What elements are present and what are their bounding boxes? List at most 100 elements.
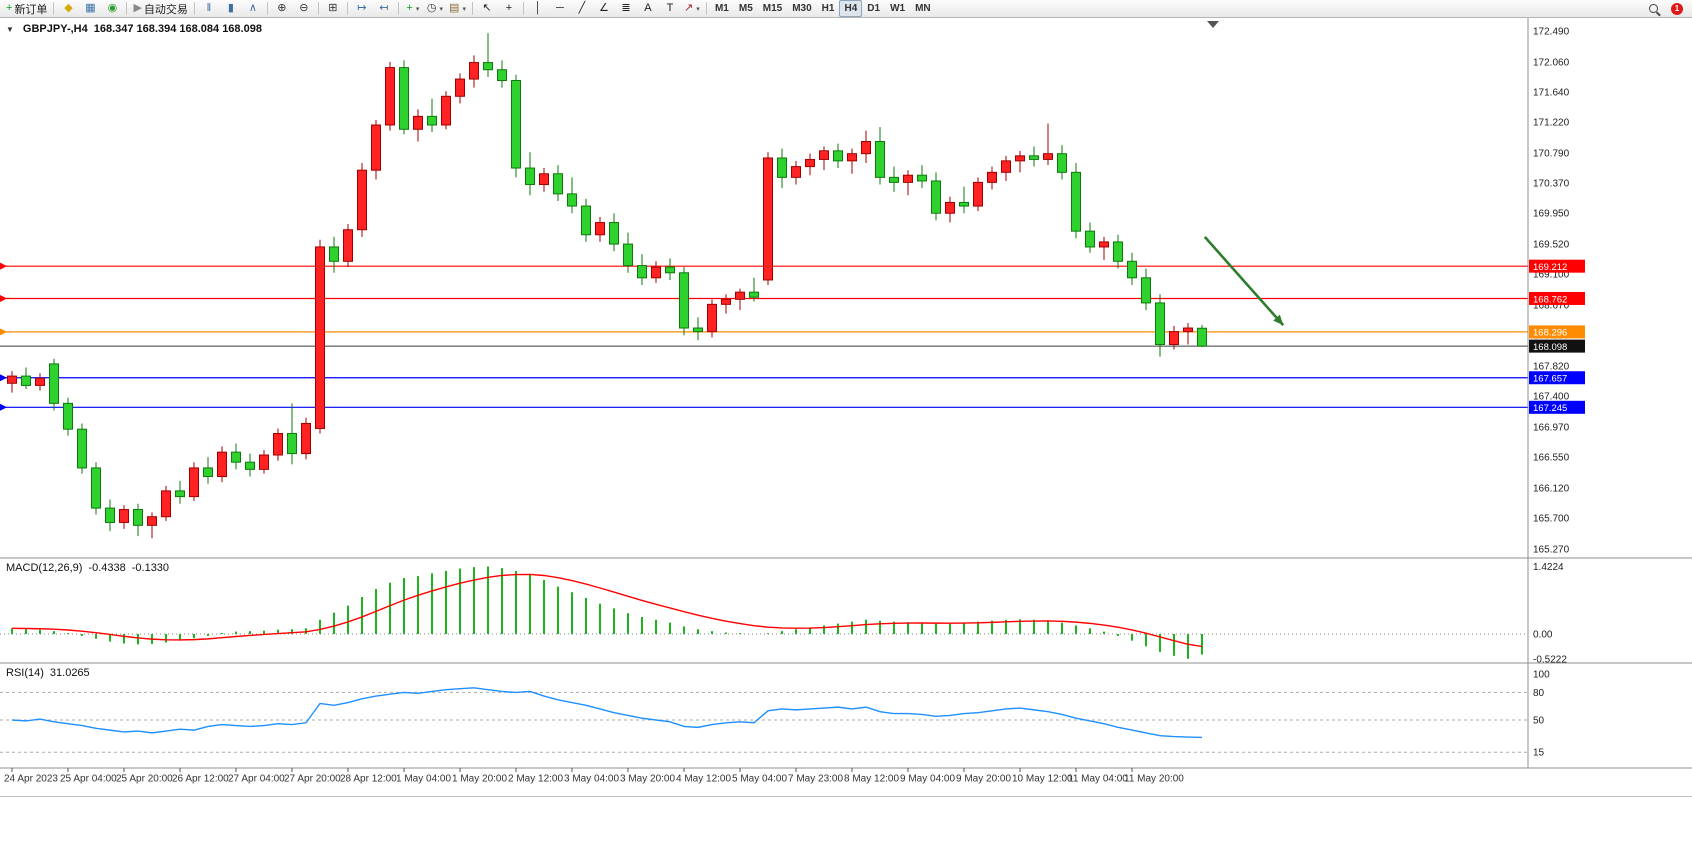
rsi-tick-label: 100 bbox=[1533, 670, 1550, 681]
dropdown-caret-icon: ▾ bbox=[415, 5, 420, 13]
time-tick-label: 11 May 04:00 bbox=[1068, 774, 1128, 785]
candle-body bbox=[917, 174, 927, 182]
candle-body bbox=[1169, 331, 1179, 346]
candle-body bbox=[203, 467, 213, 478]
refresh-icon: ◉ bbox=[107, 2, 118, 14]
periods-icon[interactable]: ◷ ▾ bbox=[424, 0, 446, 17]
candle-body bbox=[847, 153, 857, 162]
candle-body bbox=[1085, 230, 1095, 248]
candle-body bbox=[707, 303, 717, 333]
candle-body bbox=[1071, 171, 1081, 232]
price-tag-168.762-text: 168.762 bbox=[1533, 294, 1567, 305]
timeframe-h1-button[interactable]: H1 bbox=[821, 3, 835, 14]
search-icon[interactable] bbox=[1642, 0, 1664, 17]
tile-windows-icon[interactable]: ⊞ bbox=[322, 0, 344, 17]
vertical-line-icon[interactable]: │ bbox=[527, 0, 549, 17]
toolbar-right-area: 1 bbox=[1642, 0, 1689, 17]
candle-body bbox=[21, 375, 31, 386]
timeframe-m30-button[interactable]: M30 bbox=[792, 3, 812, 14]
candlestick-chart-icon[interactable]: ▮ bbox=[220, 0, 242, 17]
timeframe-m15-button[interactable]: M15 bbox=[762, 3, 783, 14]
candle-body bbox=[735, 291, 745, 300]
new-order-button[interactable]: + 新订单 bbox=[3, 0, 50, 17]
time-tick-label: 25 Apr 04:00 bbox=[60, 774, 117, 785]
profiles-icon: ▦ bbox=[85, 2, 96, 14]
candle-body bbox=[945, 201, 955, 214]
candle-body bbox=[189, 467, 199, 498]
periods-icon: ◷ bbox=[426, 2, 437, 14]
timeframe-mn-button[interactable]: MN bbox=[915, 3, 931, 14]
time-tick-label: 2 May 12:00 bbox=[508, 774, 563, 785]
time-tick-label: 4 May 12:00 bbox=[676, 774, 731, 785]
fibonacci-icon[interactable]: ≣ bbox=[615, 0, 637, 17]
chart-shift-icon: ↤ bbox=[379, 2, 389, 14]
time-axis[interactable]: 24 Apr 2023 25 Apr 04:00 25 Apr 20:00 26 Ap… bbox=[4, 768, 1184, 785]
crosshair-icon[interactable]: + bbox=[498, 0, 520, 17]
time-tick-label: 1 May 04:00 bbox=[396, 774, 451, 785]
timeframe-m5-button[interactable]: M5 bbox=[738, 3, 753, 14]
notification-badge[interactable]: 1 bbox=[1671, 2, 1683, 15]
text-icon[interactable]: A bbox=[637, 0, 659, 17]
chart-shift-icon[interactable]: ↤ bbox=[373, 0, 395, 17]
rsi-pane bbox=[0, 687, 1528, 753]
candle-body bbox=[973, 181, 983, 207]
main-toolbar: + 新订单 ◆ ▦ ◉ ▶ 自动交易 ǁ ▮ ∧ ⊕ ⊖ ⊞ ↦ ↤ + ▾ ◷ ▾ ▤ ▾ ↖ + │ ─ ╱ ∠ ≣ A T ↗ ▾ M1 M… bbox=[0, 0, 1692, 18]
price-tag-167.657 bbox=[1529, 371, 1585, 385]
time-tick-label: 25 Apr 20:00 bbox=[116, 774, 173, 785]
candle-body bbox=[1127, 260, 1137, 279]
candle-body bbox=[441, 95, 451, 126]
current-price-tag bbox=[1529, 339, 1585, 353]
candle-body bbox=[987, 171, 997, 183]
channel-icon: ∠ bbox=[599, 2, 609, 14]
price-axis[interactable]: 172.490 172.060 171.640 171.220 170.790 170.3… bbox=[1533, 27, 1570, 556]
candle-body bbox=[35, 377, 45, 386]
arrow-annotation[interactable] bbox=[1203, 236, 1285, 327]
toolbar-separator bbox=[397, 2, 399, 15]
cursor-icon[interactable]: ↖ bbox=[476, 0, 498, 17]
price-tag-167.245 bbox=[1529, 400, 1585, 414]
timeframe-m1-button[interactable]: M1 bbox=[714, 3, 729, 14]
chart-shift-marker[interactable] bbox=[1207, 21, 1219, 28]
zoom-in-icon[interactable]: ⊕ bbox=[271, 0, 293, 17]
refresh-icon[interactable]: ◉ bbox=[101, 0, 123, 17]
zoom-out-icon[interactable]: ⊖ bbox=[293, 0, 315, 17]
timeframe-d1-button[interactable]: D1 bbox=[867, 3, 881, 14]
macd-tick-label: 0.00 bbox=[1533, 630, 1553, 641]
price-tick-label: 166.970 bbox=[1533, 423, 1570, 434]
candle-body bbox=[903, 174, 913, 183]
price-tick-label: 167.400 bbox=[1533, 392, 1570, 403]
candle-body bbox=[1001, 160, 1011, 173]
candle-body bbox=[49, 363, 59, 404]
bar-chart-icon[interactable]: ǁ bbox=[198, 0, 220, 17]
candle-body bbox=[1197, 327, 1207, 347]
timeframe-w1-button[interactable]: W1 bbox=[890, 3, 906, 14]
toolbar-separator bbox=[317, 2, 319, 15]
arrow-annotation-head bbox=[1273, 314, 1284, 326]
text-label-icon[interactable]: T bbox=[659, 0, 681, 17]
candle-body bbox=[539, 173, 549, 186]
time-tick-label: 7 May 23:00 bbox=[788, 774, 843, 785]
candle-body bbox=[371, 124, 381, 171]
timeframe-h4-button[interactable]: H4 bbox=[839, 0, 863, 17]
indicators-icon[interactable]: + ▾ bbox=[402, 0, 424, 17]
toolbar-separator bbox=[193, 2, 195, 15]
profiles-icon[interactable]: ▦ bbox=[79, 0, 101, 17]
hline-left-marker bbox=[0, 403, 7, 411]
trendline-icon[interactable]: ╱ bbox=[571, 0, 593, 17]
auto-scroll-icon[interactable]: ↦ bbox=[351, 0, 373, 17]
line-chart-icon[interactable]: ∧ bbox=[242, 0, 264, 17]
auto-trading-button[interactable]: ▶ 自动交易 bbox=[130, 0, 190, 17]
chart-canvas[interactable]: 172.490 172.060 171.640 171.220 170.790 170.3… bbox=[0, 18, 1692, 793]
chart-window: ▼ GBPJPY-,H4 168.347 168.394 168.084 168… bbox=[0, 18, 1692, 797]
dropdown-caret-icon: ▾ bbox=[462, 5, 466, 13]
quotes-icon: ◆ bbox=[64, 2, 73, 14]
candle-body bbox=[693, 327, 703, 333]
channel-icon[interactable]: ∠ bbox=[593, 0, 615, 17]
rsi-tick-label: 80 bbox=[1533, 688, 1545, 699]
arrows-icon[interactable]: ↗ ▾ bbox=[681, 0, 703, 17]
macd-signal-line bbox=[11, 573, 1203, 648]
candlestick-series bbox=[7, 33, 1207, 539]
templates-icon[interactable]: ▤ ▾ bbox=[446, 0, 469, 17]
horizontal-line-icon[interactable]: ─ bbox=[549, 0, 571, 17]
quotes-icon[interactable]: ◆ bbox=[57, 0, 79, 17]
